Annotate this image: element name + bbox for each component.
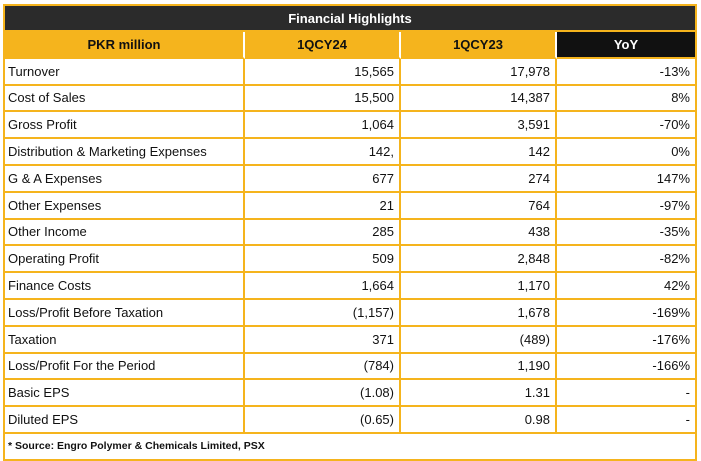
cell-value-1qcy23: 1,190 — [401, 353, 557, 381]
cell-value-1qcy23: 3,591 — [401, 112, 557, 140]
cell-metric: G & A Expenses — [5, 165, 245, 193]
table-row: Diluted EPS (0.65) 0.98- — [5, 407, 695, 434]
cell-metric: Cost of Sales — [5, 85, 245, 113]
cell-metric: Diluted EPS — [5, 407, 245, 434]
table-row: Other Income 285 438 -35% — [5, 219, 695, 247]
cell-metric: Loss/Profit For the Period — [5, 353, 245, 381]
table-row: Loss/Profit For the Period (784) 1,190 -166… — [5, 353, 695, 381]
cell-value-1qcy24: (0.65) — [245, 407, 401, 434]
cell-value-yoy: -169% — [557, 300, 695, 327]
cell-value-1qcy23: 0.98 — [401, 407, 557, 434]
cell-metric: Finance Costs — [5, 273, 245, 300]
header-1qcy24: 1QCY24 — [245, 32, 401, 59]
cell-value-1qcy23: 438 — [401, 219, 557, 247]
cell-value-yoy: - — [557, 380, 695, 408]
cell-value-yoy: -13% — [557, 59, 695, 86]
table-row: Finance Costs 1,664 1,170 42% — [5, 273, 695, 300]
cell-value-1qcy24: 21 — [245, 192, 401, 220]
cell-value-1qcy24: 677 — [245, 165, 401, 193]
table-row: Turnover 15,565 17,978 -13% — [5, 58, 695, 86]
table-row: Operating Profit 509 2,848 -82% — [5, 246, 695, 274]
header-yoy: YoY — [557, 32, 695, 59]
header-1qcy23: 1QCY23 — [401, 32, 557, 59]
cell-value-1qcy24: (1,157) — [245, 299, 401, 327]
table-row: G & A Expenses 677 274 147% — [5, 165, 695, 193]
cell-value-1qcy24: 285 — [245, 219, 401, 247]
cell-value-yoy: -166% — [557, 354, 695, 381]
cell-value-yoy: - — [557, 407, 695, 434]
cell-value-yoy: 147% — [557, 166, 695, 193]
cell-metric: Gross Profit — [5, 112, 245, 140]
cell-value-1qcy23: 274 — [401, 165, 557, 193]
header-metric: PKR million — [5, 32, 245, 59]
source-note: * Source: Engro Polymer & Chemicals Limi… — [8, 440, 265, 453]
cell-metric: Distribution & Marketing Expenses — [5, 139, 245, 166]
cell-value-1qcy23: 1,678 — [401, 299, 557, 327]
cell-value-yoy: -82% — [557, 246, 695, 274]
table-row: Basic EPS (1.08) 1.31- — [5, 380, 695, 408]
cell-value-yoy: -176% — [557, 327, 695, 354]
cell-value-yoy: -97% — [557, 193, 695, 220]
table-title-bar: Financial Highlights — [5, 6, 695, 32]
cell-metric: Taxation — [5, 326, 245, 354]
cell-value-1qcy23: 1.31 — [401, 380, 557, 408]
table-body: Turnover 15,565 17,978 -13% Cost of Sales 15,… — [5, 58, 695, 434]
cell-value-1qcy23: 764 — [401, 192, 557, 220]
cell-value-yoy: -35% — [557, 220, 695, 247]
cell-value-1qcy24: 1,064 — [245, 112, 401, 140]
cell-metric: Other Income — [5, 219, 245, 247]
cell-value-yoy: 0% — [557, 139, 695, 166]
table-row: Taxation 371 (489) -176% — [5, 326, 695, 354]
cell-value-1qcy24: 142, — [245, 139, 401, 166]
table-header-row: PKR million 1QCY24 1QCY23 YoY — [5, 32, 695, 59]
table-title: Financial Highlights — [288, 10, 412, 26]
table-row: Distribution & Marketing Expenses 142, 142… — [5, 139, 695, 166]
table-row: Other Expenses 21 764 -97% — [5, 192, 695, 220]
cell-value-yoy: 8% — [557, 86, 695, 113]
cell-value-1qcy23: 142 — [401, 139, 557, 166]
cell-value-1qcy23: 17,978 — [401, 58, 557, 86]
cell-value-yoy: 42% — [557, 273, 695, 300]
cell-value-1qcy23: 2,848 — [401, 246, 557, 274]
cell-metric: Basic EPS — [5, 380, 245, 408]
cell-value-1qcy24: 509 — [245, 246, 401, 274]
cell-value-1qcy23: 14,387 — [401, 85, 557, 113]
cell-value-1qcy23: (489) — [401, 326, 557, 354]
table-row: Gross Profit 1,064 3,591 -70% — [5, 112, 695, 140]
cell-metric: Other Expenses — [5, 192, 245, 220]
cell-metric: Operating Profit — [5, 246, 245, 274]
cell-value-1qcy24: 15,500 — [245, 85, 401, 113]
cell-value-yoy: -70% — [557, 112, 695, 140]
table-row: Cost of Sales 15,500 14,387 8% — [5, 85, 695, 113]
cell-value-1qcy24: (1.08) — [245, 380, 401, 408]
cell-value-1qcy23: 1,170 — [401, 273, 557, 300]
cell-metric: Loss/Profit Before Taxation — [5, 299, 245, 327]
cell-metric: Turnover — [5, 58, 245, 86]
cell-value-1qcy24: 1,664 — [245, 273, 401, 300]
cell-value-1qcy24: 371 — [245, 326, 401, 354]
table-row: Loss/Profit Before Taxation (1,157) 1,678-… — [5, 299, 695, 327]
cell-value-1qcy24: 15,565 — [245, 58, 401, 86]
cell-value-1qcy24: (784) — [245, 353, 401, 381]
financial-highlights-table: Financial Highlights PKR million 1QCY24 … — [3, 4, 697, 461]
